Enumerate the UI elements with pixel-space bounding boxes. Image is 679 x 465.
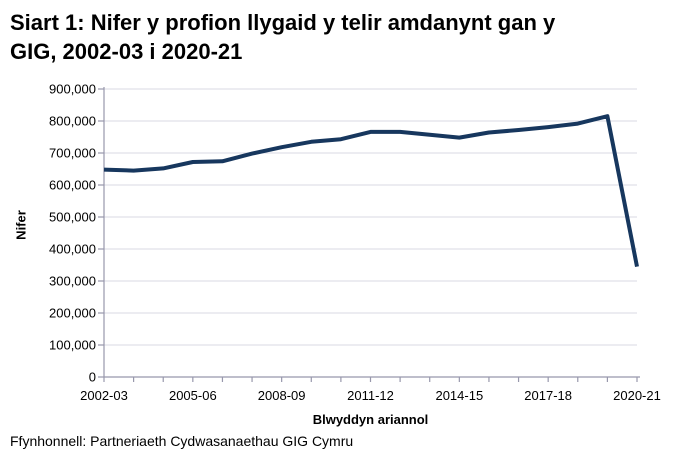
y-tick-label: 100,000 xyxy=(49,338,96,353)
y-tick-label: 0 xyxy=(89,370,96,385)
y-tick-label: 600,000 xyxy=(49,178,96,193)
x-tick-label: 2005-06 xyxy=(169,388,217,403)
y-tick-label: 300,000 xyxy=(49,274,96,289)
source-note: Ffynhonnell: Partneriaeth Cydwasanaethau… xyxy=(10,433,354,449)
chart-title-line2: GIG, 2002-03 i 2020-21 xyxy=(10,39,243,64)
x-tick-label: 2014-15 xyxy=(435,388,483,403)
data-line xyxy=(103,114,639,267)
y-tick-label: 400,000 xyxy=(49,242,96,257)
y-tick-label: 800,000 xyxy=(49,114,96,129)
x-tick-label: 2020-21 xyxy=(613,388,661,403)
y-tick-label: 900,000 xyxy=(49,82,96,97)
y-tick-label: 500,000 xyxy=(49,210,96,225)
x-axis-title: Blwyddyn ariannol xyxy=(312,412,429,427)
y-axis-title: Nifer xyxy=(13,210,29,240)
chart-title-line1: Siart 1: Nifer y profion llygaid y telir… xyxy=(10,10,556,35)
chart-title: Siart 1: Nifer y profion llygaid y telir… xyxy=(10,8,660,66)
x-tick-label: 2002-03 xyxy=(80,388,128,403)
x-tick-label: 2011-12 xyxy=(347,388,394,403)
y-tick-label: 200,000 xyxy=(49,306,96,321)
x-tick-label: 2008-09 xyxy=(258,388,306,403)
x-tick-label: 2017-18 xyxy=(524,388,572,403)
y-tick-label: 700,000 xyxy=(49,146,96,161)
